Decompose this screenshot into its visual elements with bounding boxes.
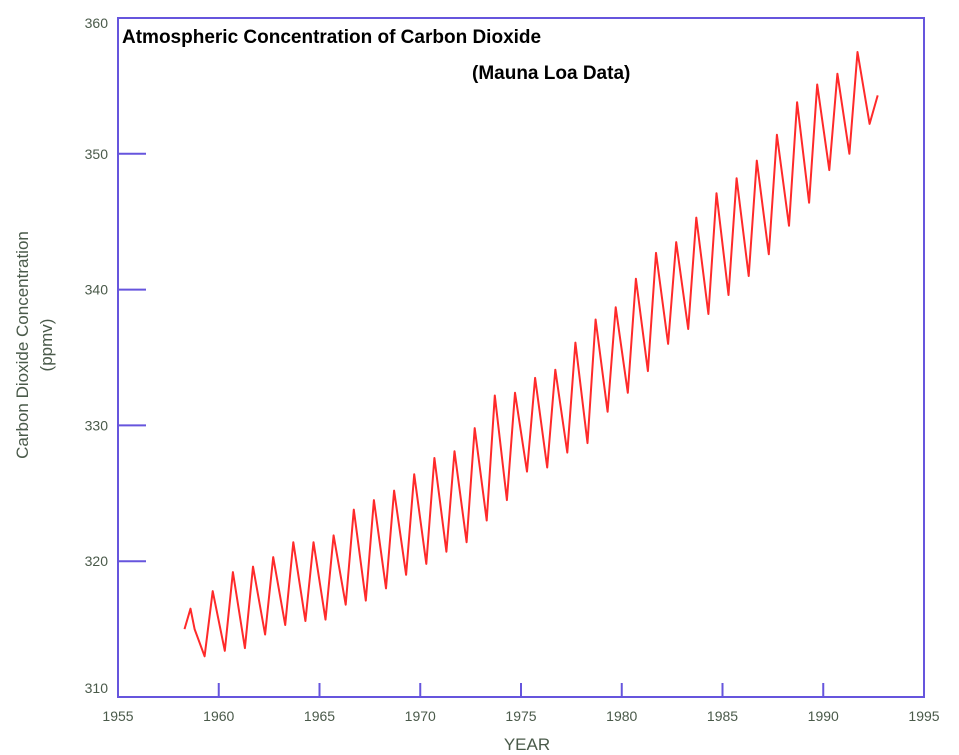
y-tick-label: 320 (85, 553, 109, 569)
y-tick-label: 340 (85, 282, 109, 298)
y-tick-label: 310 (85, 680, 109, 696)
plot-frame (117, 17, 925, 698)
y-tick-label: 360 (85, 15, 109, 31)
chart-subtitle: (Mauna Loa Data) (472, 63, 630, 84)
y-axis-title: Carbon Dioxide Concentration (13, 231, 32, 459)
x-tick-label: 1995 (908, 708, 939, 724)
y-tick-label: 350 (85, 146, 109, 162)
x-tick-label: 1965 (304, 708, 335, 724)
x-axis-title: YEAR (504, 735, 550, 754)
x-tick-label: 1990 (808, 708, 839, 724)
x-tick-label: 1975 (505, 708, 536, 724)
y-axis-unit: (ppmv) (37, 319, 56, 372)
y-tick-label: 330 (85, 417, 109, 433)
x-axis: 1955 1960 1965 1970 1975 1980 1985 1990 1995 (102, 683, 940, 724)
x-tick-label: 1980 (606, 708, 637, 724)
chart-title: Atmospheric Concentration of Carbon Diox… (122, 27, 541, 48)
x-tick-label: 1985 (707, 708, 738, 724)
x-tick-label: 1970 (405, 708, 436, 724)
x-tick-label: 1955 (102, 708, 133, 724)
x-tick-label: 1960 (203, 708, 234, 724)
co2-series-line (183, 51, 879, 658)
y-axis: 310 320 330 340 350 360 (85, 15, 146, 696)
